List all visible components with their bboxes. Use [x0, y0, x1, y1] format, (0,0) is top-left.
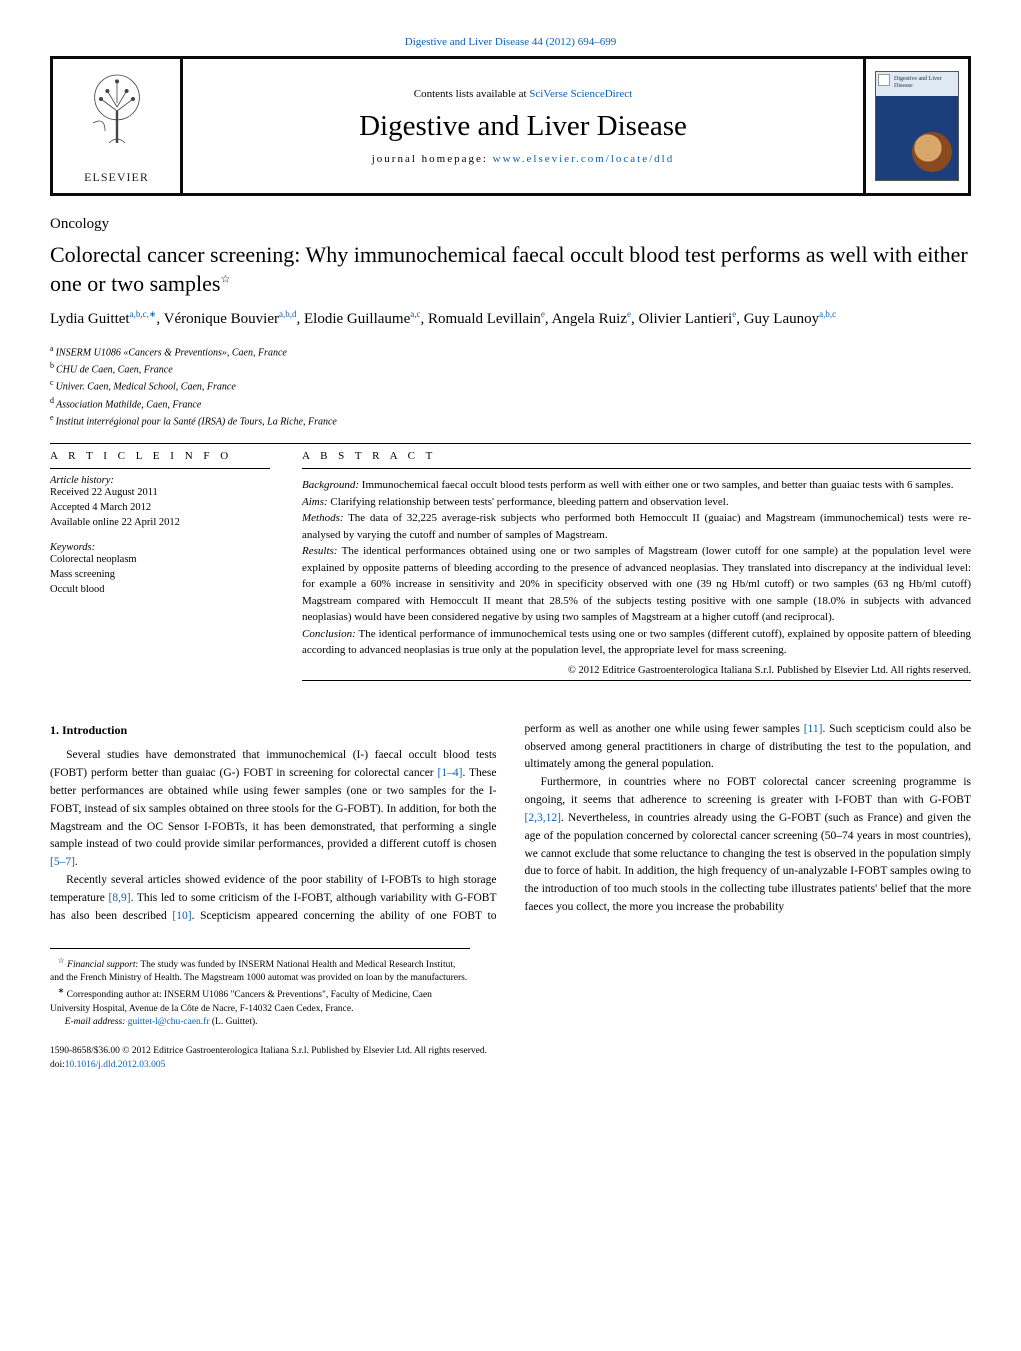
abstract-para: Aims: Clarifying relationship between te…: [302, 494, 971, 511]
publisher-cell: ELSEVIER: [53, 59, 183, 193]
keyword: Occult blood: [50, 583, 270, 598]
section-heading: 1. Introduction: [50, 721, 497, 740]
body-para: Several studies have demonstrated that i…: [50, 747, 497, 872]
contents-line: Contents lists available at SciVerse Sci…: [414, 88, 632, 100]
running-head-link[interactable]: Digestive and Liver Disease 44 (2012) 69…: [405, 36, 616, 48]
author-aff: e: [541, 309, 545, 319]
running-head: Digestive and Liver Disease 44 (2012) 69…: [50, 36, 971, 48]
cite-link[interactable]: [2,3,12]: [525, 812, 561, 824]
homepage-line: journal homepage: www.elsevier.com/locat…: [372, 153, 675, 165]
body-para: Furthermore, in countries where no FOBT …: [525, 774, 972, 917]
author-name: Lydia Guittet: [50, 311, 130, 327]
author: Olivier Lantierie: [638, 311, 736, 327]
footnote-email: E-mail address: guittet-l@chu-caen.fr (L…: [50, 1016, 470, 1029]
history-label: Article history:: [50, 475, 270, 486]
rule: [50, 468, 270, 469]
cover-title: Digestive and Liver Disease: [894, 76, 958, 89]
affiliation: eInstitut interrégional pour la Santé (I…: [50, 412, 971, 429]
abstract-para: Conclusion: The identical performance of…: [302, 626, 971, 659]
masthead: ELSEVIER Contents lists available at Sci…: [50, 56, 971, 196]
author-name: Olivier Lantieri: [638, 311, 732, 327]
author-aff: e: [627, 309, 631, 319]
rule: [50, 443, 971, 444]
author-aff: e: [732, 309, 736, 319]
doi-line: doi:10.1016/j.dld.2012.03.005: [50, 1059, 971, 1072]
author-name: Angela Ruiz: [552, 311, 627, 327]
body-columns: 1. Introduction Several studies have dem…: [50, 721, 971, 926]
author-aff: a,c: [410, 309, 420, 319]
journal-name: Digestive and Liver Disease: [359, 110, 687, 143]
history-line: Accepted 4 March 2012: [50, 501, 270, 516]
info-abstract-row: a r t i c l e i n f o Article history: R…: [50, 450, 971, 689]
cite-link[interactable]: [10]: [172, 910, 191, 922]
abstract-para: Results: The identical performances obta…: [302, 543, 971, 626]
affiliation: bCHU de Caen, Caen, France: [50, 360, 971, 377]
author: Lydia Guitteta,b,c,∗: [50, 311, 156, 327]
issn-copyright: 1590-8658/$36.00 © 2012 Editrice Gastroe…: [50, 1045, 971, 1058]
abstract-copyright: © 2012 Editrice Gastroenterologica Itali…: [302, 665, 971, 676]
history-line: Available online 22 April 2012: [50, 516, 270, 531]
title-footnote-marker: ☆: [220, 273, 230, 285]
affiliation: dAssociation Mathilde, Caen, France: [50, 395, 971, 412]
author-list: Lydia Guitteta,b,c,∗, Véronique Bouviera…: [50, 308, 971, 331]
sciencedirect-link[interactable]: SciVerse ScienceDirect: [529, 88, 632, 100]
article-type: Oncology: [50, 216, 971, 233]
author: Angela Ruize: [552, 311, 631, 327]
rule: [302, 680, 971, 681]
footnotes: ☆ Financial support: The study was funde…: [50, 948, 470, 1030]
author: Elodie Guillaumea,c: [304, 311, 420, 327]
article-info-head: a r t i c l e i n f o: [50, 450, 270, 462]
page-footer: 1590-8658/$36.00 © 2012 Editrice Gastroe…: [50, 1045, 971, 1072]
keyword: Colorectal neoplasm: [50, 553, 270, 568]
affiliation: cUniver. Caen, Medical School, Caen, Fra…: [50, 377, 971, 394]
author: Guy Launoya,b,c: [744, 311, 836, 327]
cite-link[interactable]: [1–4]: [438, 767, 463, 779]
homepage-link[interactable]: www.elsevier.com/locate/dld: [493, 153, 675, 165]
abstract-para: Methods: The data of 32,225 average-risk…: [302, 510, 971, 543]
cite-link[interactable]: [11]: [804, 723, 823, 735]
cite-link[interactable]: [5–7]: [50, 856, 75, 868]
email-link[interactable]: guittet-l@chu-caen.fr: [128, 1017, 210, 1027]
cover-badge-icon: [878, 74, 890, 86]
history-line: Received 22 August 2011: [50, 486, 270, 501]
publisher-name: ELSEVIER: [84, 170, 149, 185]
doi-link[interactable]: 10.1016/j.dld.2012.03.005: [65, 1060, 166, 1070]
affiliation: aINSERM U1086 «Cancers & Preventions», C…: [50, 343, 971, 360]
abstract-body: Background: Immunochemical faecal occult…: [302, 477, 971, 659]
abstract-head: a b s t r a c t: [302, 450, 971, 462]
author-aff: a,b,c: [819, 309, 836, 319]
journal-cover-thumb: Digestive and Liver Disease: [875, 71, 959, 181]
abstract-para: Background: Immunochemical faecal occult…: [302, 477, 971, 494]
author-name: Elodie Guillaume: [304, 311, 410, 327]
cover-art-icon: [912, 132, 952, 172]
rule: [302, 468, 971, 469]
keywords-label: Keywords:: [50, 542, 270, 553]
elsevier-tree-icon: [72, 67, 162, 147]
cite-link[interactable]: [8,9]: [109, 892, 131, 904]
affiliation-list: aINSERM U1086 «Cancers & Preventions», C…: [50, 343, 971, 430]
author-aff: a,b,c,∗: [130, 309, 157, 319]
article-title: Colorectal cancer screening: Why immunoc…: [50, 241, 971, 298]
author-name: Véronique Bouvier: [164, 311, 279, 327]
keyword: Mass screening: [50, 568, 270, 583]
masthead-center: Contents lists available at SciVerse Sci…: [183, 59, 863, 193]
author-name: Romuald Levillain: [428, 311, 541, 327]
contents-prefix: Contents lists available at: [414, 88, 529, 100]
title-text: Colorectal cancer screening: Why immunoc…: [50, 242, 968, 296]
article-info: a r t i c l e i n f o Article history: R…: [50, 450, 270, 689]
footnote-funding: ☆ Financial support: The study was funde…: [50, 955, 470, 986]
author-name: Guy Launoy: [744, 311, 819, 327]
homepage-prefix: journal homepage:: [372, 153, 493, 165]
author: Véronique Bouviera,b,d: [164, 311, 297, 327]
cover-cell: Digestive and Liver Disease: [863, 59, 968, 193]
abstract: a b s t r a c t Background: Immunochemic…: [302, 450, 971, 689]
author-aff: a,b,d: [279, 309, 297, 319]
author: Romuald Levillaine: [428, 311, 545, 327]
footnote-corresponding: ∗ Corresponding author at: INSERM U1086 …: [50, 985, 470, 1016]
